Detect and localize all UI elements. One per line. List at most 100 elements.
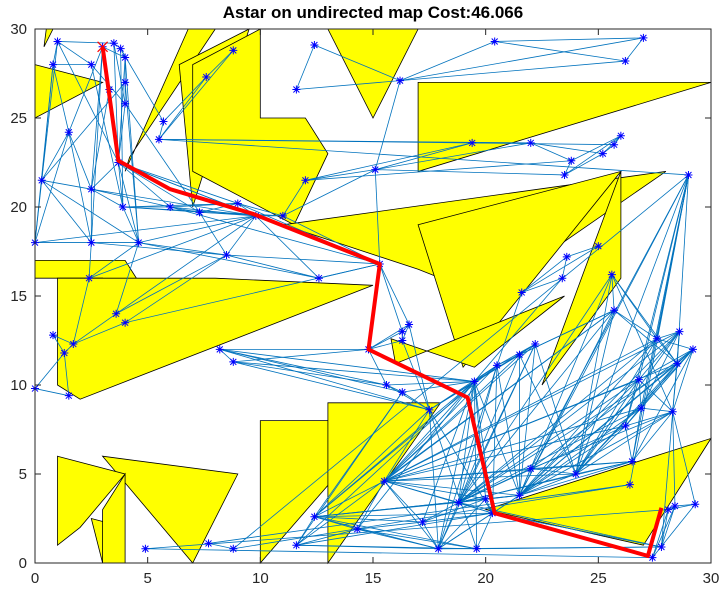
graph-edge bbox=[519, 349, 694, 496]
node-asterisk-marker bbox=[60, 348, 69, 357]
node-asterisk-marker bbox=[64, 128, 73, 137]
node-asterisk-marker bbox=[517, 288, 526, 297]
graph-node bbox=[616, 131, 625, 140]
graph-edge bbox=[519, 379, 640, 496]
node-asterisk-marker bbox=[141, 544, 150, 553]
graph-node bbox=[353, 525, 362, 534]
graph-edge bbox=[115, 254, 227, 315]
graph-edge bbox=[120, 48, 124, 208]
node-asterisk-marker bbox=[49, 331, 58, 340]
graph-edge bbox=[496, 292, 523, 366]
graph-edge bbox=[305, 169, 376, 181]
node-asterisk-marker bbox=[69, 340, 78, 349]
graph-node bbox=[109, 39, 118, 48]
node-asterisk-marker bbox=[398, 336, 407, 345]
node-asterisk-marker bbox=[292, 85, 301, 94]
obstacle-polygon bbox=[417, 82, 712, 172]
graph-edge bbox=[384, 480, 520, 496]
graph-edge bbox=[379, 263, 403, 332]
node-asterisk-marker bbox=[470, 377, 479, 386]
graph-edge bbox=[564, 160, 572, 176]
graph-node bbox=[64, 128, 73, 137]
node-asterisk-marker bbox=[607, 270, 616, 279]
graph-edge bbox=[296, 44, 315, 90]
node-asterisk-marker bbox=[398, 388, 407, 397]
graph-edge bbox=[422, 512, 493, 523]
graph-edge bbox=[314, 44, 401, 81]
graph-edge bbox=[384, 480, 486, 500]
graph-node bbox=[49, 331, 58, 340]
graph-node bbox=[472, 544, 481, 553]
graph-node bbox=[637, 404, 646, 413]
graph-edge bbox=[652, 509, 669, 558]
graph-node bbox=[675, 327, 684, 336]
graph-node bbox=[310, 41, 319, 50]
graph-edge bbox=[530, 349, 694, 469]
obstacle-polygon bbox=[390, 295, 565, 368]
graph-node bbox=[85, 274, 94, 283]
node-asterisk-marker bbox=[396, 76, 405, 85]
graph-node bbox=[625, 480, 634, 489]
graph-node bbox=[382, 381, 391, 389]
node-asterisk-marker bbox=[87, 60, 96, 69]
graph-edge bbox=[384, 468, 531, 482]
node-asterisk-marker bbox=[195, 208, 204, 217]
graph-node bbox=[454, 498, 463, 507]
graph-node bbox=[598, 149, 607, 158]
node-asterisk-marker bbox=[598, 149, 607, 158]
node-asterisk-marker bbox=[571, 470, 580, 478]
graph-node bbox=[648, 553, 657, 562]
graph-node bbox=[310, 512, 319, 521]
graph-edge bbox=[519, 310, 615, 496]
graph-edge bbox=[521, 277, 563, 293]
graph-node bbox=[670, 502, 679, 511]
graph-edge bbox=[575, 174, 689, 475]
node-asterisk-marker bbox=[688, 345, 697, 354]
node-asterisk-marker bbox=[526, 138, 535, 147]
graph-node bbox=[292, 541, 301, 550]
graph-edge bbox=[52, 334, 74, 345]
graph-edge bbox=[219, 349, 430, 411]
graph-edge bbox=[631, 411, 674, 462]
graph-edge bbox=[170, 206, 380, 265]
graph-edge bbox=[122, 206, 140, 243]
graph-edge bbox=[474, 381, 487, 499]
graph-node bbox=[60, 348, 69, 357]
graph-node bbox=[634, 375, 643, 384]
graph-edge bbox=[474, 277, 563, 382]
graph-node bbox=[134, 238, 143, 247]
graph-edge bbox=[73, 322, 126, 345]
node-asterisk-marker bbox=[560, 170, 569, 179]
graph-edge bbox=[158, 138, 531, 144]
graph-edge bbox=[638, 331, 680, 380]
node-asterisk-marker bbox=[159, 117, 168, 126]
graph-edge bbox=[458, 468, 531, 503]
graph-edge bbox=[383, 381, 475, 482]
graph-edge bbox=[282, 180, 306, 217]
graph-edge bbox=[530, 174, 689, 469]
obstacle-polygon bbox=[192, 28, 329, 226]
graph-edge bbox=[519, 343, 536, 356]
graph-edge bbox=[624, 425, 633, 462]
graph-edge bbox=[611, 274, 674, 412]
graph-edge bbox=[521, 245, 599, 293]
node-asterisk-marker bbox=[53, 37, 62, 46]
graph-edge bbox=[88, 215, 256, 279]
node-asterisk-marker bbox=[405, 320, 414, 329]
graph-edge bbox=[458, 331, 680, 503]
graph-edge bbox=[314, 516, 423, 523]
node-asterisk-marker bbox=[567, 156, 576, 165]
node-asterisk-marker bbox=[310, 512, 319, 521]
graph-node bbox=[278, 211, 287, 220]
graph-edge bbox=[357, 528, 439, 550]
graph-edge bbox=[672, 411, 696, 505]
graph-node bbox=[116, 44, 125, 53]
node-asterisk-marker bbox=[301, 176, 310, 185]
y-tick-label: 10 bbox=[10, 377, 27, 394]
graph-edge bbox=[458, 338, 658, 503]
node-asterisk-marker bbox=[434, 544, 443, 553]
graph-edge bbox=[386, 384, 430, 411]
graph-edge bbox=[374, 169, 381, 264]
graph-node bbox=[202, 73, 211, 82]
graph-node bbox=[526, 464, 535, 473]
